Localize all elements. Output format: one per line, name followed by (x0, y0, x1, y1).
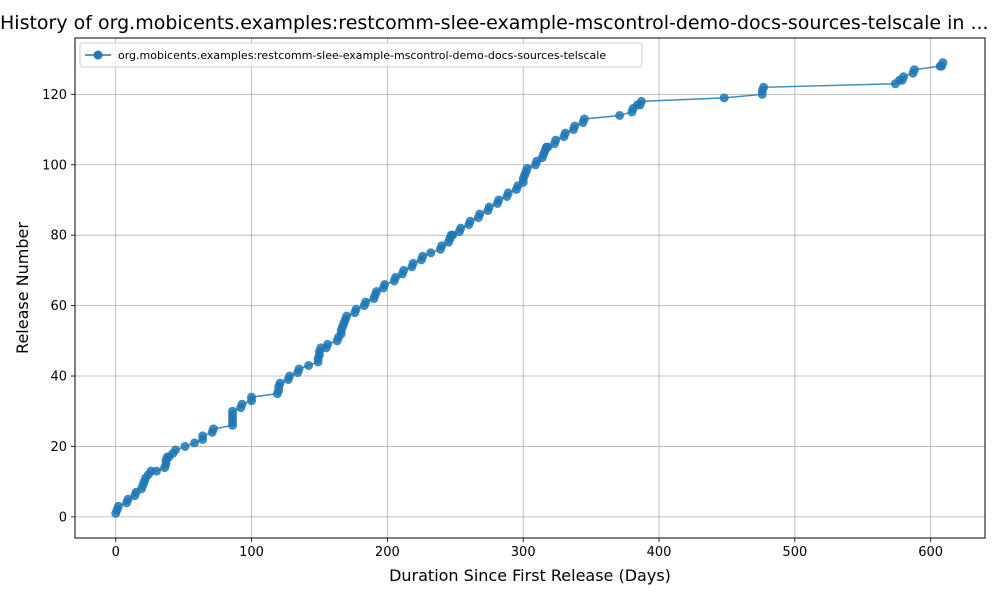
plot-frame (74, 37, 986, 539)
data-point (361, 297, 371, 307)
y-tick-label: 120 (42, 88, 67, 103)
data-point (399, 265, 409, 275)
legend: org.mobicents.examples:restcomm-slee-exa… (79, 42, 643, 68)
y-tick-label: 20 (50, 440, 67, 455)
data-point (408, 258, 418, 268)
y-tick-label: 80 (50, 229, 67, 244)
legend-marker (93, 50, 103, 60)
legend-box (79, 42, 643, 68)
x-axis-label: Duration Since First Release (Days) (389, 566, 671, 585)
data-point (285, 371, 295, 381)
data-point (899, 72, 909, 82)
x-tick-label: 0 (112, 545, 120, 560)
data-point (484, 202, 494, 212)
data-point (579, 114, 589, 124)
data-point (615, 110, 625, 120)
data-point (247, 392, 257, 402)
data-point (475, 209, 485, 219)
y-tick-label: 0 (59, 510, 67, 525)
x-tick-label: 500 (782, 545, 807, 560)
legend-label: org.mobicents.examples:restcomm-slee-exa… (118, 49, 606, 62)
data-point (180, 441, 190, 451)
series-layer (111, 58, 948, 518)
data-point (522, 163, 532, 173)
data-point (304, 360, 314, 370)
data-point (437, 241, 447, 251)
x-tick-label: 600 (918, 545, 943, 560)
data-point (465, 216, 475, 226)
data-point (209, 424, 219, 434)
x-tick-label: 200 (375, 545, 400, 560)
data-point (494, 195, 504, 205)
data-point (426, 248, 436, 258)
data-point (759, 82, 769, 92)
data-point (190, 438, 200, 448)
data-point (228, 406, 238, 416)
data-point (342, 311, 352, 321)
data-point (113, 501, 123, 511)
x-tick-label: 400 (647, 545, 672, 560)
data-point (123, 494, 133, 504)
data-point (636, 96, 646, 106)
series-line (115, 62, 944, 514)
y-tick-label: 40 (50, 370, 67, 385)
data-point (323, 339, 333, 349)
y-tick-label: 60 (50, 299, 67, 314)
x-tick-label: 300 (511, 545, 536, 560)
y-axis-label: Release Number (13, 222, 32, 354)
data-point (151, 466, 161, 476)
data-point (570, 121, 580, 131)
data-point (503, 188, 513, 198)
data-point (448, 230, 458, 240)
data-point (391, 272, 401, 282)
data-point (418, 251, 428, 261)
data-point (560, 128, 570, 138)
data-point (551, 135, 561, 145)
y-tick-label: 100 (42, 158, 67, 173)
data-point (372, 287, 382, 297)
data-point (909, 65, 919, 75)
data-point (198, 431, 208, 441)
data-point (294, 364, 304, 374)
data-point (938, 58, 948, 68)
x-tick-label: 100 (239, 545, 264, 560)
data-point (171, 445, 181, 455)
grid (75, 38, 985, 538)
data-point (456, 223, 466, 233)
tick-layer: 0 100 200 300 400 500 600 0 20 40 60 80 100 120 (42, 88, 943, 560)
chart-title: History of org.mobicents.examples:restco… (0, 12, 989, 34)
data-point (351, 304, 361, 314)
data-point (543, 142, 553, 152)
data-point (380, 279, 390, 289)
data-point (719, 93, 729, 103)
data-point (237, 399, 247, 409)
data-point (275, 378, 285, 388)
